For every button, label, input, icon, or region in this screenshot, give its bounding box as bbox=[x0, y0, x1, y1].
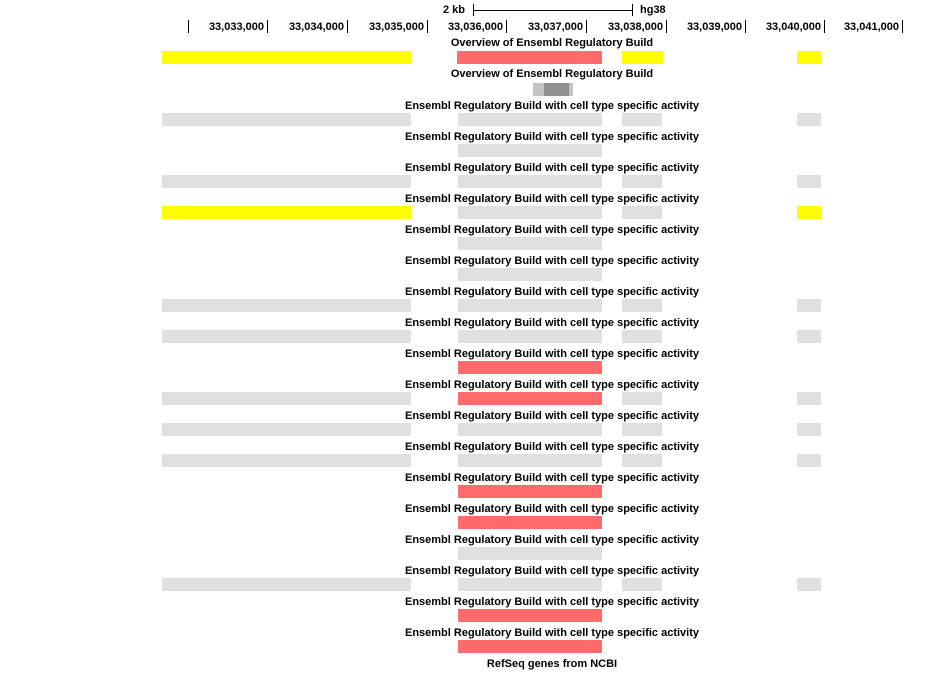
cell-type-row-14-bar[interactable] bbox=[458, 516, 602, 529]
coordinate-label: 33,039,000 bbox=[686, 21, 742, 33]
cell-type-row-14-label[interactable]: Ensembl Regulatory Build with cell type … bbox=[404, 503, 700, 515]
cell-type-row-10-bar[interactable] bbox=[622, 392, 662, 405]
scale-bar-label: 2 kb bbox=[443, 4, 466, 16]
cell-type-row-8-bar[interactable] bbox=[797, 330, 821, 343]
cell-type-row-12-bar[interactable] bbox=[797, 454, 821, 467]
cell-type-row-3-label[interactable]: Ensembl Regulatory Build with cell type … bbox=[404, 162, 700, 174]
axis-tick bbox=[506, 20, 507, 33]
cell-type-row-12-label[interactable]: Ensembl Regulatory Build with cell type … bbox=[404, 441, 700, 453]
coordinate-label: 33,041,000 bbox=[843, 21, 899, 33]
coordinate-label: 33,033,000 bbox=[208, 21, 264, 33]
cell-type-row-7-label[interactable]: Ensembl Regulatory Build with cell type … bbox=[404, 286, 700, 298]
scale-bar-left-tick bbox=[473, 4, 474, 16]
scale-bar-right-tick bbox=[632, 4, 633, 16]
cell-type-row-12-bar[interactable] bbox=[162, 454, 411, 467]
cell-type-row-17-bar[interactable] bbox=[458, 609, 602, 622]
cell-type-row-2-label[interactable]: Ensembl Regulatory Build with cell type … bbox=[404, 131, 700, 143]
cell-type-row-10-bar[interactable] bbox=[797, 392, 821, 405]
cell-type-row-3-bar[interactable] bbox=[162, 175, 411, 188]
cell-type-row-18-bar[interactable] bbox=[458, 640, 602, 653]
cell-type-row-12-bar[interactable] bbox=[622, 454, 662, 467]
cell-type-row-4-bar[interactable] bbox=[458, 206, 602, 219]
cell-type-row-6-label[interactable]: Ensembl Regulatory Build with cell type … bbox=[404, 255, 700, 267]
cell-type-row-5-label[interactable]: Ensembl Regulatory Build with cell type … bbox=[404, 224, 700, 236]
cell-type-row-5-bar[interactable] bbox=[458, 237, 602, 250]
axis-tick bbox=[347, 20, 348, 33]
cell-type-row-9-label[interactable]: Ensembl Regulatory Build with cell type … bbox=[404, 348, 700, 360]
coordinate-label: 33,040,000 bbox=[765, 21, 821, 33]
cell-type-row-11-label[interactable]: Ensembl Regulatory Build with cell type … bbox=[404, 410, 700, 422]
cell-type-row-16-label[interactable]: Ensembl Regulatory Build with cell type … bbox=[404, 565, 700, 577]
cell-type-row-7-bar[interactable] bbox=[162, 299, 411, 312]
axis-tick bbox=[188, 20, 189, 33]
cell-type-row-4-bar[interactable] bbox=[162, 206, 411, 219]
cell-type-row-16-bar[interactable] bbox=[458, 578, 602, 591]
overview-regulatory-build-bar[interactable] bbox=[622, 51, 663, 64]
cell-type-row-10-bar[interactable] bbox=[162, 392, 411, 405]
cell-type-row-4-label[interactable]: Ensembl Regulatory Build with cell type … bbox=[404, 193, 700, 205]
scale-bar-line bbox=[473, 10, 632, 11]
overview-regulatory-build-2-bar[interactable] bbox=[544, 83, 569, 96]
coordinate-label: 33,037,000 bbox=[527, 21, 583, 33]
cell-type-row-4-bar[interactable] bbox=[622, 206, 662, 219]
cell-type-row-11-bar[interactable] bbox=[162, 423, 411, 436]
cell-type-row-6-bar[interactable] bbox=[458, 268, 602, 281]
cell-type-row-13-label[interactable]: Ensembl Regulatory Build with cell type … bbox=[404, 472, 700, 484]
cell-type-row-8-bar[interactable] bbox=[162, 330, 411, 343]
overview-regulatory-build-label[interactable]: Overview of Ensembl Regulatory Build bbox=[450, 37, 654, 49]
cell-type-row-11-bar[interactable] bbox=[622, 423, 662, 436]
cell-type-row-8-bar[interactable] bbox=[458, 330, 602, 343]
cell-type-row-3-bar[interactable] bbox=[458, 175, 602, 188]
axis-tick bbox=[902, 20, 903, 33]
cell-type-row-1-bar[interactable] bbox=[458, 113, 602, 126]
cell-type-row-8-label[interactable]: Ensembl Regulatory Build with cell type … bbox=[404, 317, 700, 329]
axis-tick bbox=[427, 20, 428, 33]
cell-type-row-7-bar[interactable] bbox=[797, 299, 821, 312]
cell-type-row-12-bar[interactable] bbox=[458, 454, 602, 467]
cell-type-row-1-label[interactable]: Ensembl Regulatory Build with cell type … bbox=[404, 100, 700, 112]
cell-type-row-1-bar[interactable] bbox=[622, 113, 662, 126]
cell-type-row-16-bar[interactable] bbox=[622, 578, 662, 591]
cell-type-row-7-bar[interactable] bbox=[458, 299, 602, 312]
cell-type-row-8-bar[interactable] bbox=[622, 330, 662, 343]
cell-type-row-10-label[interactable]: Ensembl Regulatory Build with cell type … bbox=[404, 379, 700, 391]
axis-tick bbox=[267, 20, 268, 33]
overview-regulatory-build-bar[interactable] bbox=[457, 51, 602, 64]
cell-type-row-4-bar[interactable] bbox=[797, 206, 821, 219]
cell-type-row-11-bar[interactable] bbox=[797, 423, 821, 436]
coordinate-label: 33,035,000 bbox=[368, 21, 424, 33]
axis-tick bbox=[824, 20, 825, 33]
cell-type-row-10-bar[interactable] bbox=[458, 392, 602, 405]
cell-type-row-15-bar[interactable] bbox=[458, 547, 602, 560]
cell-type-row-18-label[interactable]: Ensembl Regulatory Build with cell type … bbox=[404, 627, 700, 639]
coordinate-label: 33,034,000 bbox=[288, 21, 344, 33]
axis-tick bbox=[586, 20, 587, 33]
cell-type-row-16-bar[interactable] bbox=[162, 578, 411, 591]
cell-type-row-16-bar[interactable] bbox=[797, 578, 821, 591]
axis-tick bbox=[745, 20, 746, 33]
cell-type-row-17-label[interactable]: Ensembl Regulatory Build with cell type … bbox=[404, 596, 700, 608]
cell-type-row-3-bar[interactable] bbox=[622, 175, 662, 188]
overview-regulatory-build-2-label[interactable]: Overview of Ensembl Regulatory Build bbox=[450, 68, 654, 80]
coordinate-label: 33,036,000 bbox=[447, 21, 503, 33]
cell-type-row-7-bar[interactable] bbox=[622, 299, 662, 312]
coordinate-label: 33,038,000 bbox=[607, 21, 663, 33]
cell-type-row-9-bar[interactable] bbox=[458, 361, 602, 374]
refseq-genes-label[interactable]: RefSeq genes from NCBI bbox=[486, 658, 618, 670]
cell-type-row-11-bar[interactable] bbox=[458, 423, 602, 436]
cell-type-row-1-bar[interactable] bbox=[162, 113, 411, 126]
cell-type-row-1-bar[interactable] bbox=[797, 113, 821, 126]
overview-regulatory-build-bar[interactable] bbox=[797, 51, 821, 64]
cell-type-row-2-bar[interactable] bbox=[458, 144, 602, 157]
overview-regulatory-build-bar[interactable] bbox=[162, 51, 411, 64]
assembly-label: hg38 bbox=[640, 4, 666, 16]
cell-type-row-3-bar[interactable] bbox=[797, 175, 821, 188]
cell-type-row-15-label[interactable]: Ensembl Regulatory Build with cell type … bbox=[404, 534, 700, 546]
axis-tick bbox=[666, 20, 667, 33]
cell-type-row-13-bar[interactable] bbox=[458, 485, 602, 498]
